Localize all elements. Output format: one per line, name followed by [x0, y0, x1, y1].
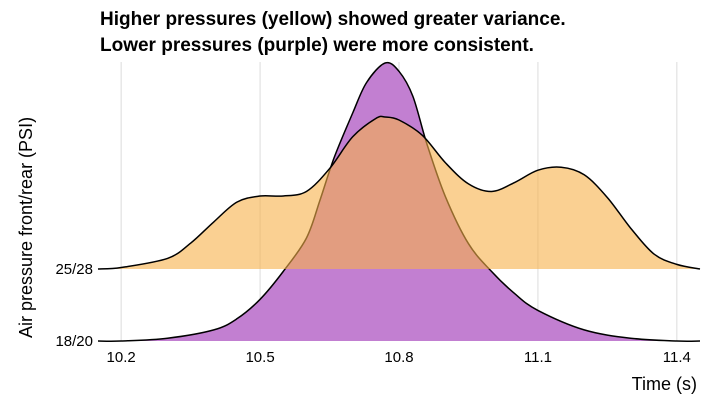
x-tick-label: 10.5 [245, 349, 274, 366]
x-tick-label: 10.8 [384, 349, 413, 366]
y-axis-label: Air pressure front/rear (PSI) [16, 117, 36, 338]
x-tick-label: 11.1 [524, 349, 552, 366]
x-tick-label: 10.2 [107, 349, 136, 366]
chart-title: Higher pressures (yellow) showed greater… [100, 9, 566, 30]
ridge-outline-18-20 [97, 61, 701, 342]
x-tick-labels: 10.2 10.5 10.8 11.1 11.4 [107, 349, 691, 366]
y-tick-label: 25/28 [55, 261, 93, 278]
ridge-outline-25-28 [97, 115, 701, 270]
ridges [97, 61, 701, 342]
x-axis-label: Time (s) [632, 374, 697, 394]
ridge-area-25-28 [98, 116, 700, 269]
x-tick-label: 11.4 [663, 349, 691, 366]
chart-subtitle: Lower pressures (purple) were more consi… [100, 35, 534, 56]
y-tick-labels: 18/20 25/28 [55, 261, 93, 350]
y-tick-label: 18/20 [55, 333, 93, 350]
